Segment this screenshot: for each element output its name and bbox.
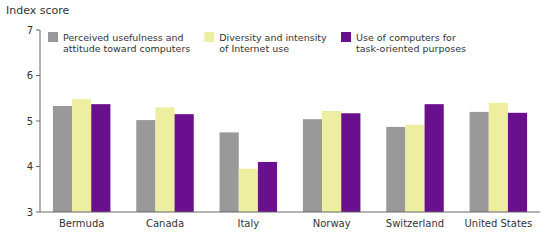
bar (220, 132, 239, 212)
y-tick-label: 3 (27, 207, 33, 218)
x-tick-label: Italy (237, 218, 259, 229)
x-tick-label: Bermuda (59, 218, 105, 229)
y-tick (36, 75, 40, 76)
legend-label-line: Perceived usefulness and (63, 32, 184, 43)
legend-entry: Diversity and intensityof Internet use (204, 32, 327, 55)
x-tick-label: Canada (146, 218, 184, 229)
y-tick (36, 121, 40, 122)
y-tick-label: 7 (27, 25, 33, 36)
x-axis-line (40, 212, 540, 213)
bars (53, 99, 527, 212)
legend-entry: Use of computers fortask-oriented purpos… (341, 32, 466, 55)
axes: 3 4 5 6 7 Bermuda Canada Italy Norway Switzerland… (27, 25, 540, 230)
bar (91, 104, 110, 212)
x-tick-label: Switzerland (386, 218, 444, 229)
legend-label-line: task-oriented purposes (356, 43, 466, 54)
x-tick-label: United States (464, 218, 532, 229)
y-tick (36, 166, 40, 167)
chart-svg: 3 4 5 6 7 Bermuda Canada Italy Norway Switzerland… (0, 0, 550, 238)
legend-label-line: of Internet use (219, 43, 289, 54)
bar (155, 107, 174, 212)
bar (258, 162, 277, 212)
y-tick-label: 4 (27, 161, 33, 172)
bar (489, 103, 508, 212)
legend-label-line: attitude toward computers (63, 43, 190, 54)
legend-swatch (341, 32, 351, 42)
legend-label-line: Diversity and intensity (219, 32, 327, 43)
bar (341, 113, 360, 212)
y-tick-label: 6 (27, 70, 33, 81)
legend: Perceived usefulness andattitude toward … (48, 32, 466, 55)
bar (72, 99, 91, 212)
legend-swatch (48, 32, 58, 42)
x-tick-label: Norway (313, 218, 351, 229)
bar (175, 114, 194, 212)
legend-label-line: Use of computers for (356, 32, 456, 43)
chart-container: 3 4 5 6 7 Bermuda Canada Italy Norway Switzerland… (0, 0, 550, 238)
bar (508, 113, 527, 212)
legend-label: Use of computers fortask-oriented purpos… (356, 32, 466, 55)
bar (386, 127, 405, 212)
bar (425, 104, 444, 212)
bar (470, 112, 489, 212)
legend-label: Perceived usefulness andattitude toward … (63, 32, 190, 55)
y-tick (36, 30, 40, 31)
bar (303, 119, 322, 212)
legend-entry: Perceived usefulness andattitude toward … (48, 32, 190, 55)
bar (239, 169, 258, 212)
bar (405, 125, 424, 212)
y-tick (36, 212, 40, 213)
y-axis-label: Index score (6, 4, 70, 17)
legend-label: Diversity and intensityof Internet use (219, 32, 327, 55)
bar (53, 106, 72, 212)
legend-swatch (204, 32, 214, 42)
bar (136, 120, 155, 212)
bar (322, 111, 341, 212)
y-tick-label: 5 (27, 116, 33, 127)
